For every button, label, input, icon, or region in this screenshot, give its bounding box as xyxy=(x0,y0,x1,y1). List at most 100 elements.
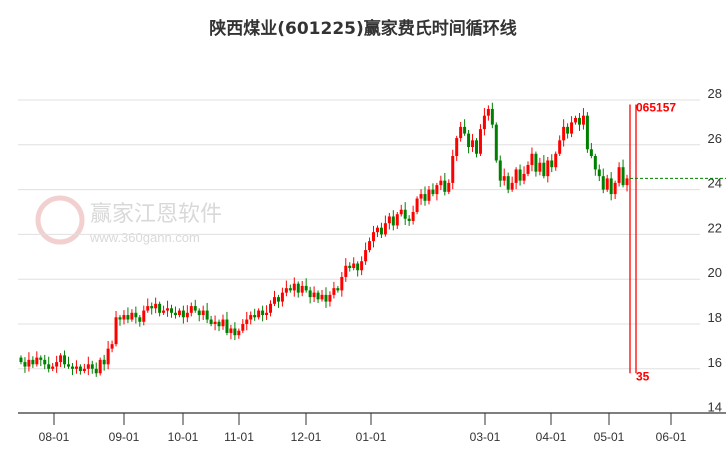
candle-body xyxy=(122,315,126,320)
candle-body xyxy=(443,180,447,192)
candle-body xyxy=(605,178,609,190)
candle-body xyxy=(391,216,395,226)
candle-body xyxy=(162,310,166,313)
candle-body xyxy=(265,312,269,316)
candle-body xyxy=(98,359,102,374)
candle-body xyxy=(94,368,98,374)
candle-body xyxy=(383,223,387,235)
x-tick-label: 04-01 xyxy=(536,430,567,444)
y-tick-label: 18 xyxy=(708,310,722,325)
candle-body xyxy=(146,306,150,311)
candle-body xyxy=(467,133,471,148)
candle-body xyxy=(581,115,585,125)
candle-body xyxy=(482,115,486,130)
y-tick-label: 26 xyxy=(708,131,722,146)
candle-body xyxy=(312,292,316,298)
candle-body xyxy=(506,176,510,190)
candle-body xyxy=(368,241,372,251)
candle-body xyxy=(308,290,312,298)
candle-body xyxy=(150,306,154,309)
candle-body xyxy=(320,294,324,300)
x-tick-label: 06-01 xyxy=(656,430,687,444)
candle-body xyxy=(257,310,261,318)
candle-body xyxy=(288,288,292,291)
candle-body xyxy=(328,294,332,302)
candle-body xyxy=(423,194,427,201)
candle-body xyxy=(205,310,209,320)
candle-body xyxy=(253,315,257,318)
candle-body xyxy=(431,189,435,195)
candle-body xyxy=(51,366,55,369)
candle-body xyxy=(217,321,221,327)
candle-body xyxy=(542,162,546,177)
candle-body xyxy=(486,108,490,116)
candle-body xyxy=(554,153,558,168)
candle-body xyxy=(455,138,459,156)
candle-body xyxy=(118,317,122,320)
candle-body xyxy=(471,140,475,148)
candle-body xyxy=(356,263,360,271)
candle-body xyxy=(447,182,451,192)
candle-body xyxy=(439,180,443,186)
candle-body xyxy=(55,362,59,367)
candle-body xyxy=(63,355,67,365)
candle-body xyxy=(399,209,403,215)
x-tick-label: 11-01 xyxy=(224,430,254,444)
candle-body xyxy=(387,216,391,224)
candle-body xyxy=(613,182,617,195)
cycle-label-top: 065157 xyxy=(636,100,676,114)
x-tick-label: 08-01 xyxy=(39,430,70,444)
candle-body xyxy=(213,321,217,324)
candle-body xyxy=(296,283,300,293)
candle-body xyxy=(621,167,625,186)
candle-body xyxy=(304,285,308,291)
candle-body xyxy=(185,312,189,318)
candle-body xyxy=(589,149,593,156)
candle-body xyxy=(407,218,411,221)
candle-body xyxy=(490,108,494,125)
candle-body xyxy=(47,364,51,369)
candle-body xyxy=(570,122,574,134)
candle-body xyxy=(566,126,570,134)
candle-body xyxy=(372,232,376,242)
candle-body xyxy=(269,303,273,313)
candle-body xyxy=(609,178,613,195)
y-tick-label: 14 xyxy=(708,400,722,415)
candle-body xyxy=(364,250,368,262)
candle-body xyxy=(411,212,415,221)
candle-body xyxy=(245,319,249,324)
candle-body xyxy=(518,169,522,181)
x-tick-label: 01-01 xyxy=(356,430,387,444)
y-tick-label: 16 xyxy=(708,355,722,370)
candle-body xyxy=(229,328,233,333)
candle-body xyxy=(344,265,348,277)
candle-body xyxy=(114,317,118,345)
candle-body xyxy=(201,310,205,316)
candle-body xyxy=(316,292,320,300)
y-tick-label: 20 xyxy=(708,265,722,280)
candle-body xyxy=(197,310,201,316)
candle-body xyxy=(332,288,336,295)
candle-body xyxy=(237,330,241,336)
watermark-brand: 赢家江恩软件 xyxy=(90,202,223,227)
candle-body xyxy=(177,310,181,316)
candle-body xyxy=(225,319,229,333)
candle-body xyxy=(233,328,237,336)
x-tick-label: 05-01 xyxy=(594,430,625,444)
candle-body xyxy=(510,182,514,190)
candle-body xyxy=(475,140,478,154)
candle-body xyxy=(379,227,383,235)
candle-body xyxy=(352,263,356,268)
candle-body xyxy=(625,178,629,186)
candle-body xyxy=(403,209,407,219)
candle-body xyxy=(375,227,379,233)
candle-body xyxy=(23,362,27,367)
candle-body xyxy=(526,164,530,174)
y-tick-label: 22 xyxy=(708,220,722,235)
candle-body xyxy=(261,310,265,316)
candle-body xyxy=(530,153,534,165)
candle-body xyxy=(31,359,35,365)
candle-body xyxy=(193,306,197,311)
chart-title: 陕西煤业(601225)赢家费氏时间循环线 xyxy=(209,19,517,39)
